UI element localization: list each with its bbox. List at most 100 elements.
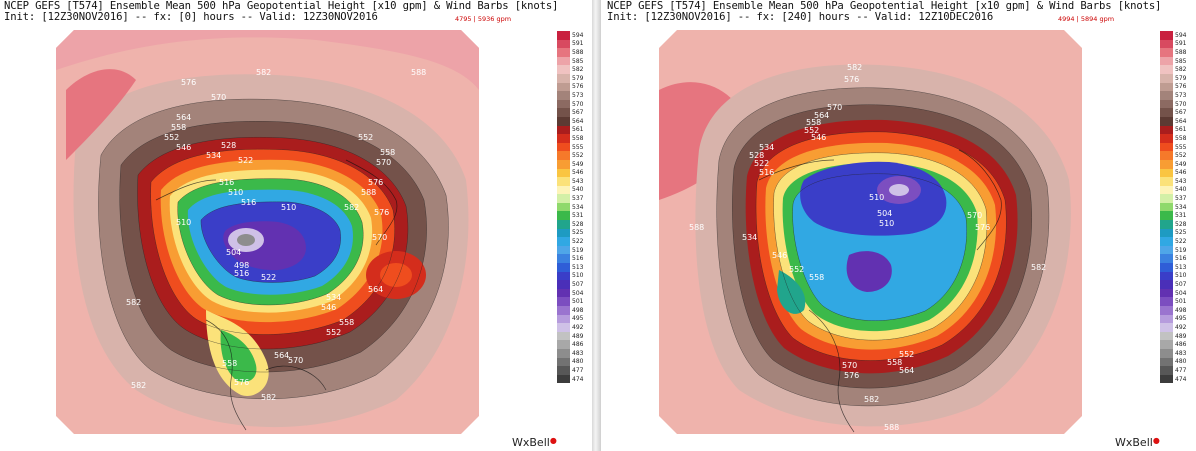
colorbar-label: 588 (1175, 48, 1187, 56)
colorbar-label: 519 (572, 246, 584, 254)
contour-label: 582 (344, 203, 359, 212)
contour-label: 570 (211, 93, 226, 102)
contour-label: 504 (226, 248, 241, 257)
colorbar-entry: 522 (1160, 237, 1192, 246)
colorbar-swatch (557, 168, 570, 178)
colorbar-label: 561 (572, 126, 584, 134)
colorbar-entry: 585 (1160, 56, 1192, 66)
contour-label: 582 (864, 395, 879, 404)
colorbar-entry: 579 (557, 73, 589, 83)
contour-label: 570 (288, 356, 303, 365)
colorbar-label: 558 (572, 134, 584, 142)
colorbar-swatch (557, 228, 570, 238)
colorbar-label: 498 (572, 306, 584, 314)
colorbar-entry: 528 (1160, 220, 1192, 229)
colorbar-label: 528 (572, 220, 584, 228)
colorbar-label: 546 (572, 169, 584, 177)
colorbar-swatch (557, 65, 570, 74)
colorbar-entry: 510 (557, 271, 589, 281)
colorbar-swatch (1160, 185, 1173, 195)
colorbar-label: 480 (572, 358, 584, 366)
colorbar-entry: 516 (1160, 254, 1192, 264)
colorbar-entry: 594 (1160, 31, 1192, 40)
colorbar-entry: 573 (1160, 91, 1192, 100)
contour-label: 558 (339, 318, 354, 327)
colorbar-swatch (557, 340, 570, 349)
pacific-ridge (66, 69, 136, 160)
colorbar-swatch (557, 39, 570, 49)
colorbar-swatch (1160, 142, 1173, 152)
contour-label: 582 (126, 298, 141, 307)
colorbar-swatch (1160, 340, 1173, 349)
colorbar-swatch (1160, 151, 1173, 160)
contour-label: 558 (171, 123, 186, 132)
panel-title: NCEP GEFS [T574] Ensemble Mean 500 hPa G… (4, 0, 559, 12)
colorbar-swatch (557, 280, 570, 289)
colorbar-entry: 567 (557, 108, 589, 117)
colorbar-label: 585 (572, 57, 584, 65)
colorbar-label: 540 (572, 186, 584, 194)
contour-label: 576 (844, 75, 859, 84)
colorbar: 594 591 588 585 582 579 576 573 570 567 564 561 558 5… (557, 31, 589, 384)
colorbar-label: 483 (572, 349, 584, 357)
colorbar-entry: 513 (1160, 263, 1192, 272)
colorbar-swatch (1160, 357, 1173, 367)
colorbar-swatch (557, 31, 570, 40)
coastlines (155, 159, 398, 431)
colorbar-entry: 585 (557, 56, 589, 66)
colorbar-label: 552 (1175, 152, 1187, 160)
colorbar-label: 516 (572, 255, 584, 263)
colorbar-entry: 492 (1160, 323, 1192, 332)
contour-label: 588 (884, 423, 899, 432)
contour-lines (716, 87, 1050, 407)
contour-label: 552 (899, 350, 914, 359)
colorbar-swatch (1160, 177, 1173, 186)
colorbar-swatch (1160, 65, 1173, 74)
colorbar-label: 513 (1175, 263, 1187, 271)
contour-label: 582 (847, 63, 862, 72)
panel-subtitle: Init: [12Z30NOV2016] -- fx: [0] hours --… (4, 11, 378, 23)
contour-label: 510 (281, 203, 296, 212)
panel-subtitle: Init: [12Z30NOV2016] -- fx: [240] hours … (607, 11, 994, 23)
colorbar-label: 567 (1175, 109, 1187, 117)
colorbar-entry: 552 (557, 151, 589, 160)
colorbar-label: 576 (572, 83, 584, 91)
colorbar-swatch (557, 99, 570, 109)
colorbar-entry: 489 (1160, 331, 1192, 341)
colorbar-label: 537 (572, 195, 584, 203)
contour-label: 588 (689, 223, 704, 232)
colorbar-swatch (1160, 99, 1173, 109)
contour-label: 534 (326, 293, 341, 302)
colorbar-entry: 534 (1160, 202, 1192, 212)
colorbar-swatch (557, 125, 570, 135)
map-panel-forecast: NCEP GEFS [T574] Ensemble Mean 500 hPa G… (603, 0, 1193, 451)
colorbar-entry: 504 (557, 288, 589, 298)
colorbar-swatch (557, 134, 570, 143)
colorbar-swatch (1160, 237, 1173, 246)
panel-divider (592, 0, 601, 451)
colorbar-label: 564 (572, 117, 584, 125)
contour-label: 516 (234, 269, 249, 278)
colorbar-entry: 486 (1160, 340, 1192, 349)
colorbar-label: 555 (572, 143, 584, 151)
colorbar-entry: 483 (1160, 348, 1192, 358)
contour-label: 582 (261, 393, 276, 402)
colorbar-swatch (1160, 331, 1173, 341)
colorbar-swatch (557, 211, 570, 221)
secondary-low (846, 251, 892, 292)
colorbar-swatch (557, 374, 570, 384)
colorbar-swatch (1160, 323, 1173, 332)
contour-label: 576 (975, 223, 990, 232)
colorbar-entry: 495 (557, 314, 589, 324)
contour-label: 522 (754, 159, 769, 168)
colorbar-swatch (557, 366, 570, 375)
colorbar-label: 537 (1175, 195, 1187, 203)
colorbar-entry: 498 (557, 306, 589, 315)
colorbar-entry: 543 (557, 177, 589, 186)
colorbar-entry: 552 (1160, 151, 1192, 160)
colorbar-swatch (557, 151, 570, 160)
colorbar-label: 507 (572, 281, 584, 289)
coastlines (758, 149, 1002, 433)
contour-label-layer: 5825765705645585525465345285225165105045… (689, 63, 1046, 432)
